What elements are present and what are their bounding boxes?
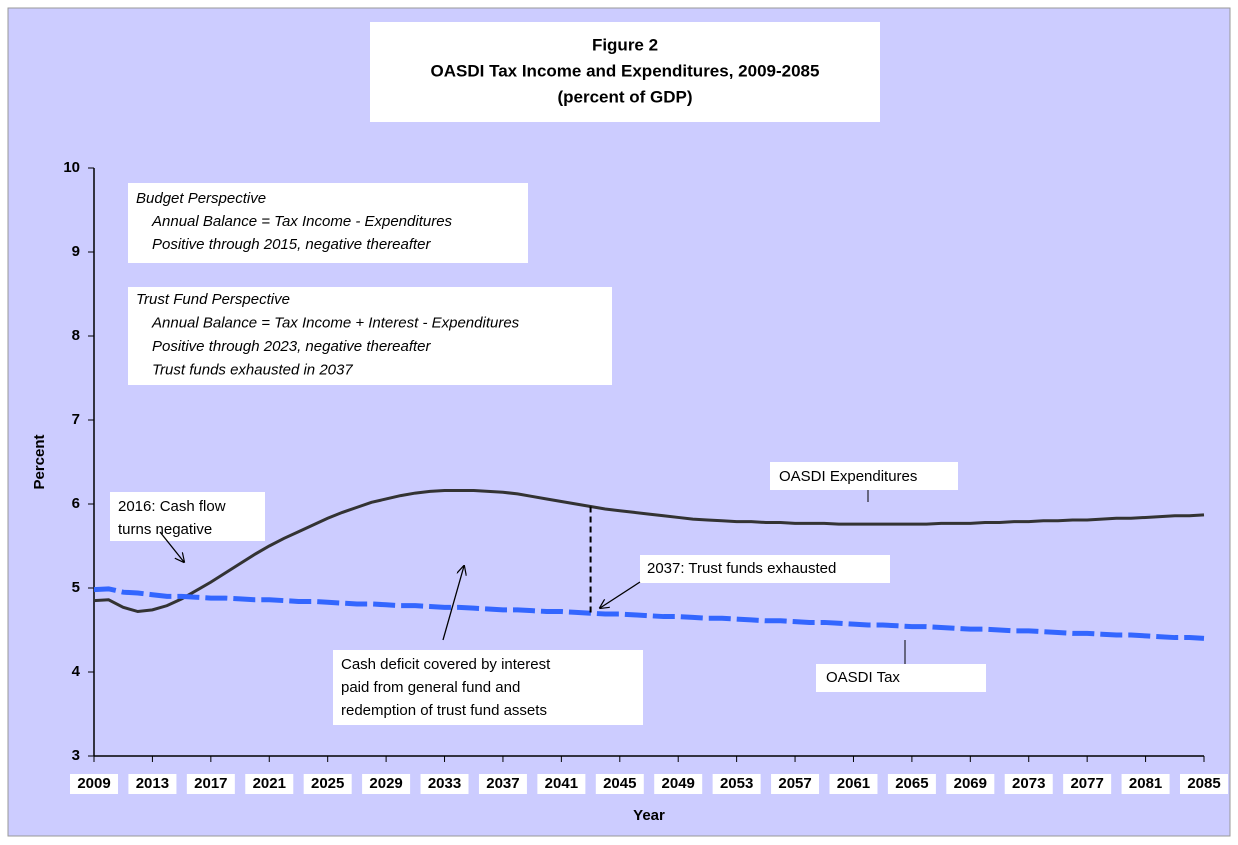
y-tick-label: 5: [72, 579, 80, 596]
annotation-box: [110, 492, 265, 541]
x-tick-label-box: [303, 774, 352, 794]
x-tick-label-box: [829, 774, 878, 794]
x-tick-label: 2057: [778, 775, 811, 792]
annotation-text: 2037: Trust funds exhausted: [647, 560, 836, 577]
series-label: OASDI Tax: [826, 669, 900, 686]
annotation-text: Budget Perspective: [136, 190, 266, 207]
x-tick-label-box: [771, 774, 820, 794]
y-tick-label: 7: [72, 411, 80, 428]
x-tick-label-box: [420, 774, 469, 794]
y-tick-label: 9: [72, 243, 80, 260]
x-tick-label-box: [946, 774, 995, 794]
x-tick-label: 2017: [194, 775, 227, 792]
x-tick-label: 2041: [545, 775, 578, 792]
x-tick-label-box: [1180, 774, 1228, 794]
x-tick-label: 2025: [311, 775, 344, 792]
y-tick-label: 8: [72, 327, 80, 344]
x-axis-label: Year: [633, 807, 665, 824]
annotation-text: redemption of trust fund assets: [341, 702, 547, 719]
x-tick-label: 2081: [1129, 775, 1162, 792]
x-tick-label: 2049: [662, 775, 695, 792]
annotation-text: turns negative: [118, 521, 212, 538]
annotation-text: Annual Balance = Tax Income - Expenditur…: [151, 213, 453, 230]
x-tick-label-box: [595, 774, 644, 794]
annotation-text: Annual Balance = Tax Income + Interest -…: [151, 314, 520, 331]
x-tick-label-box: [362, 774, 411, 794]
annotation-box: [128, 287, 612, 385]
x-tick-label-box: [1121, 774, 1170, 794]
series-line: [93, 586, 1205, 641]
annotation-text: Cash deficit covered by interest: [341, 656, 551, 673]
x-tick-label: 2037: [486, 775, 519, 792]
x-tick-label: 2061: [837, 775, 870, 792]
x-tick-label: 2021: [253, 775, 286, 792]
x-tick-label-box: [478, 774, 527, 794]
annotation-box: [333, 650, 643, 725]
x-tick-label: 2029: [369, 775, 402, 792]
x-tick-label-box: [128, 774, 177, 794]
x-tick-label: 2077: [1070, 775, 1103, 792]
arrow: [600, 581, 641, 608]
series-label-box: [770, 462, 958, 490]
annotation-text: Trust funds exhausted in 2037: [152, 361, 353, 378]
x-tick-label-box: [70, 774, 118, 794]
x-tick-label-box: [1004, 774, 1053, 794]
x-tick-label: 2013: [136, 775, 169, 792]
arrow: [159, 531, 184, 562]
x-tick-label-box: [1063, 774, 1112, 794]
x-tick-label-box: [537, 774, 586, 794]
x-tick-label: 2053: [720, 775, 753, 792]
series-line: [93, 489, 1205, 614]
x-tick-label: 2065: [895, 775, 928, 792]
x-tick-label-box: [245, 774, 294, 794]
annotation-text: Positive through 2015, negative thereaft…: [152, 236, 432, 253]
x-tick-label: 2073: [1012, 775, 1045, 792]
annotation-text: Positive through 2023, negative thereaft…: [152, 338, 432, 355]
annotation-text: Trust Fund Perspective: [136, 291, 290, 308]
title-box: [370, 22, 880, 122]
x-tick-label: 2009: [77, 775, 110, 792]
y-tick-label: 6: [72, 495, 80, 512]
chart-title: Figure 2: [592, 35, 658, 54]
x-tick-label: 2033: [428, 775, 461, 792]
y-tick-label: 10: [63, 159, 80, 176]
y-tick-label: 4: [72, 663, 81, 680]
x-tick-label: 2085: [1187, 775, 1220, 792]
x-tick-label-box: [712, 774, 761, 794]
series-label: OASDI Expenditures: [779, 468, 917, 485]
y-tick-label: 3: [72, 747, 80, 764]
arrow: [442, 566, 464, 641]
y-axis-label: Percent: [31, 434, 48, 489]
x-tick-label-box: [887, 774, 936, 794]
x-tick-label: 2069: [954, 775, 987, 792]
annotation-box: [640, 555, 890, 583]
x-tick-label: 2045: [603, 775, 636, 792]
chart-title: (percent of GDP): [557, 87, 692, 106]
annotation-box: [128, 183, 528, 263]
chart-title: OASDI Tax Income and Expenditures, 2009-…: [431, 61, 820, 80]
x-tick-label-box: [654, 774, 703, 794]
series-label-box: [816, 664, 986, 692]
annotation-text: 2016: Cash flow: [118, 498, 226, 515]
annotation-text: paid from general fund and: [341, 679, 520, 696]
x-tick-label-box: [186, 774, 235, 794]
